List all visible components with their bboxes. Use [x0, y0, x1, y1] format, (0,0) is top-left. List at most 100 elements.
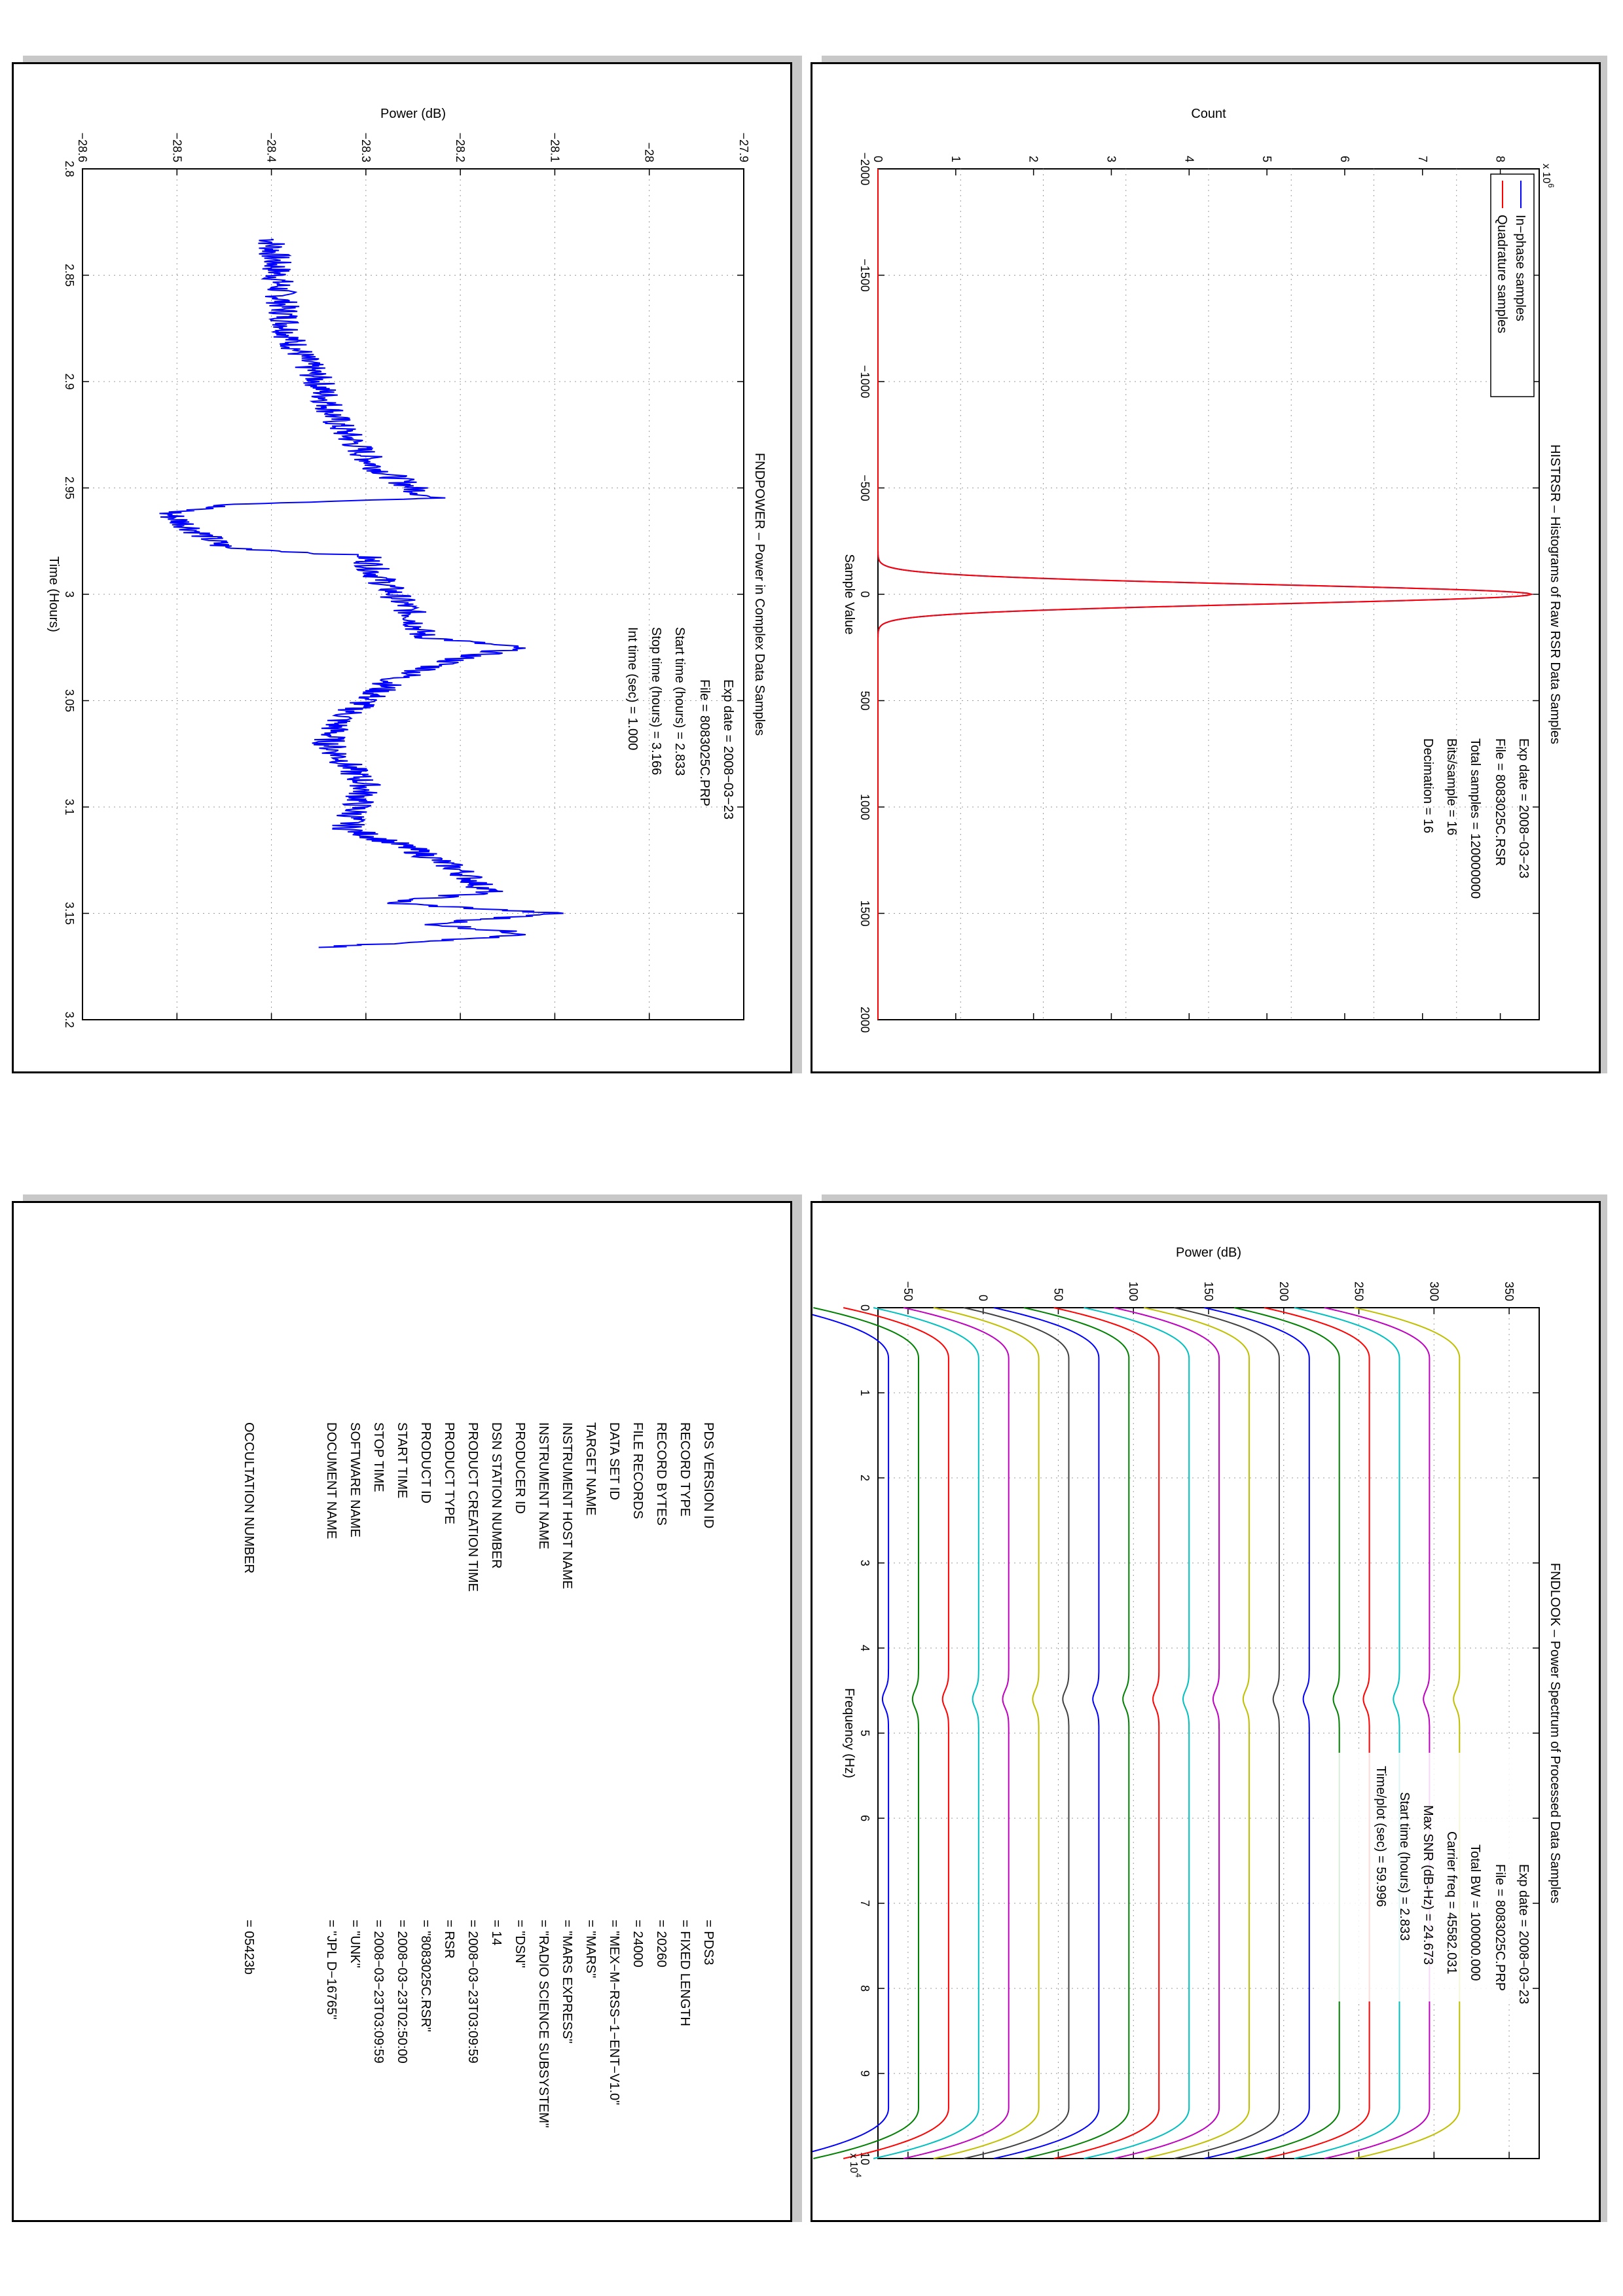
power-xtick-label: 3.15 — [63, 902, 76, 925]
hist-quadrature-line — [877, 169, 1535, 1020]
look-xtick-label: 5 — [858, 1730, 871, 1736]
hist-exponent: x 106 — [1541, 164, 1556, 188]
look-xtick-label: 3 — [858, 1560, 871, 1566]
hist-legend-quadrature: Quadrature samples — [1495, 215, 1509, 333]
look-xtick-label: 1 — [858, 1390, 871, 1396]
label-value: = 2008−03−23T03:09:59 — [465, 1920, 480, 2064]
look-info-backdrop — [1317, 1753, 1533, 2001]
label-value: = "MARS EXPRESS" — [560, 1920, 574, 2043]
hist-xtick-label: −2000 — [858, 152, 871, 186]
look-xtick-label: 7 — [858, 1900, 871, 1907]
hist-info-line: Decimation = 16 — [1421, 738, 1435, 833]
label-value: = 14 — [489, 1920, 503, 1945]
label-value: = "MARS" — [583, 1920, 598, 1978]
label-key: PRODUCT TYPE — [442, 1422, 456, 1524]
label-value: = RSR — [442, 1920, 456, 1958]
hist-xtick-label: −500 — [858, 475, 871, 501]
power-ytick-label: −28.4 — [265, 132, 278, 162]
hist-ytick-label: 7 — [1416, 156, 1429, 162]
hist-info-line: Total samples = 120000000 — [1468, 738, 1482, 899]
look-ytick-label: 50 — [1051, 1288, 1065, 1301]
label-key: START TIME — [395, 1422, 409, 1498]
hist-xtick-label: 500 — [858, 691, 871, 710]
power-xlabel: Time (Hours) — [46, 556, 61, 632]
look-xtick-label: 4 — [858, 1645, 871, 1651]
look-ytick-label: 200 — [1277, 1282, 1290, 1301]
look-spectrum-line — [843, 1307, 949, 2159]
histrsr-chart: −2000 −1500 −1000 −500 0 500 1000 1500 2000 0 1 2 3… — [842, 107, 1562, 1033]
label-value: = "8083025C.RSR" — [418, 1920, 433, 2032]
power-info-line: Stop time (hours) = 3.166 — [649, 627, 663, 775]
label-key: PRODUCT ID — [418, 1422, 433, 1503]
label-key: DATA SET ID — [607, 1422, 621, 1500]
power-xtick-label: 2.85 — [63, 264, 76, 287]
power-series-line — [159, 238, 564, 948]
histrsr-panel: −2000 −1500 −1000 −500 0 500 1000 1500 2000 0 1 2 3… — [811, 62, 1601, 1073]
look-spectrum-line — [1114, 1307, 1220, 2159]
power-xtick-label: 2.8 — [63, 160, 76, 177]
hist-ytick-label: 0 — [871, 156, 884, 162]
label-value: = 2008−03−23T02:50:00 — [395, 1920, 409, 2064]
look-ytick-label: 150 — [1202, 1282, 1215, 1301]
label-value: = "JPL D−16765" — [324, 1920, 338, 2019]
hist-legend: In−phase samples Quadrature samples — [1490, 173, 1535, 397]
label-key: DOCUMENT NAME — [324, 1422, 338, 1539]
label-value: = FIXED LENGTH — [678, 1920, 692, 2026]
label-key: PDS VERSION ID — [701, 1422, 716, 1528]
hist-title: HISTRSR – Histograms of Raw RSR Data Sam… — [1548, 444, 1562, 744]
hist-xtick-label: 1000 — [858, 794, 871, 820]
label-key: RECORD TYPE — [678, 1422, 692, 1516]
label-key: DSN STATION NUMBER — [489, 1422, 503, 1569]
look-spectrum-line — [1203, 1307, 1310, 2159]
look-info-line: Total BW = 100000.000 — [1468, 1844, 1482, 1981]
look-ylabel: Power (dB) — [1176, 1246, 1241, 1260]
look-spectrum-line — [1084, 1307, 1190, 2159]
power-xtick-label: 3 — [63, 591, 76, 598]
look-info: Exp date = 2008−03−23 File = 8083025C.PR… — [1317, 1753, 1533, 2004]
hist-ytick-label: 5 — [1260, 156, 1273, 162]
hist-ylabel: Count — [1191, 107, 1226, 121]
hist-info: Exp date = 2008−03−23 File = 8083025C.RS… — [1421, 738, 1531, 899]
label-key: FILE RECORDS — [630, 1422, 645, 1519]
hist-ytick-label: 8 — [1494, 156, 1507, 162]
look-spectrum-line — [1144, 1307, 1250, 2159]
fndlook-panel: 0 1 2 3 4 5 6 7 8 9 10 −50 0 50 100 150 200 250 300 350 FN… — [811, 1201, 1601, 2222]
label-text-block: PDS VERSION ID = PDS3 RECORD TYPE = FIXED L… — [242, 1422, 716, 2128]
label-key: SOFTWARE NAME — [348, 1422, 362, 1537]
hist-info-line: Bits/sample = 16 — [1444, 738, 1459, 835]
label-value: = PDS3 — [701, 1920, 716, 1965]
hist-ytick-label: 6 — [1338, 156, 1351, 162]
look-spectrum-line — [903, 1307, 1010, 2159]
power-ytick-label: −28.2 — [454, 132, 467, 162]
look-xtick-label: 8 — [858, 1985, 871, 1992]
look-title: FNDLOOK – Power Spectrum of Processed Da… — [1548, 1563, 1562, 1903]
power-info: Exp date = 2008−03−23 File = 8083025C.PR… — [625, 627, 735, 819]
power-xtick-label: 2.95 — [63, 476, 76, 499]
hist-xtick-label: −1500 — [858, 259, 871, 292]
fndpower-chart: 2.8 2.85 2.9 2.95 3 3.05 3.1 3.15 3.2 −28.6 −28.5… — [46, 107, 767, 1028]
label-value: = 24000 — [630, 1920, 645, 1967]
look-exponent-power: 4 — [854, 2173, 863, 2178]
power-ytick-label: −28.5 — [170, 132, 183, 162]
label-key: INSTRUMENT NAME — [536, 1422, 551, 1549]
look-ytick-label: 100 — [1127, 1282, 1140, 1301]
power-info-line: Start time (hours) = 2.833 — [672, 627, 687, 776]
hist-exponent-power: 6 — [1546, 183, 1556, 188]
look-spectrum-line — [873, 1307, 979, 2159]
hist-ytick-label: 1 — [949, 156, 962, 162]
hist-xlabel: Sample Value — [842, 554, 856, 634]
look-ytick-label: −50 — [902, 1281, 915, 1301]
look-spectrum-line — [1023, 1307, 1130, 2159]
hist-xtick-label: 0 — [858, 591, 871, 598]
power-xtick-label: 3.2 — [63, 1011, 76, 1028]
look-spectrum-line — [813, 1307, 919, 2159]
look-spectrum-line — [1233, 1307, 1340, 2159]
hist-xtick-label: −1000 — [858, 365, 871, 399]
look-info-line: Start time (hours) = 2.833 — [1397, 1792, 1412, 1941]
hist-xtick-label: 1500 — [858, 900, 871, 926]
hist-info-line: File = 8083025C.RSR — [1493, 738, 1507, 866]
label-key: INSTRUMENT HOST NAME — [560, 1422, 574, 1589]
label-key: STOP TIME — [371, 1422, 386, 1492]
look-info-line: Exp date = 2008−03−23 — [1516, 1864, 1531, 2004]
power-ytick-label: −28.1 — [548, 132, 561, 162]
